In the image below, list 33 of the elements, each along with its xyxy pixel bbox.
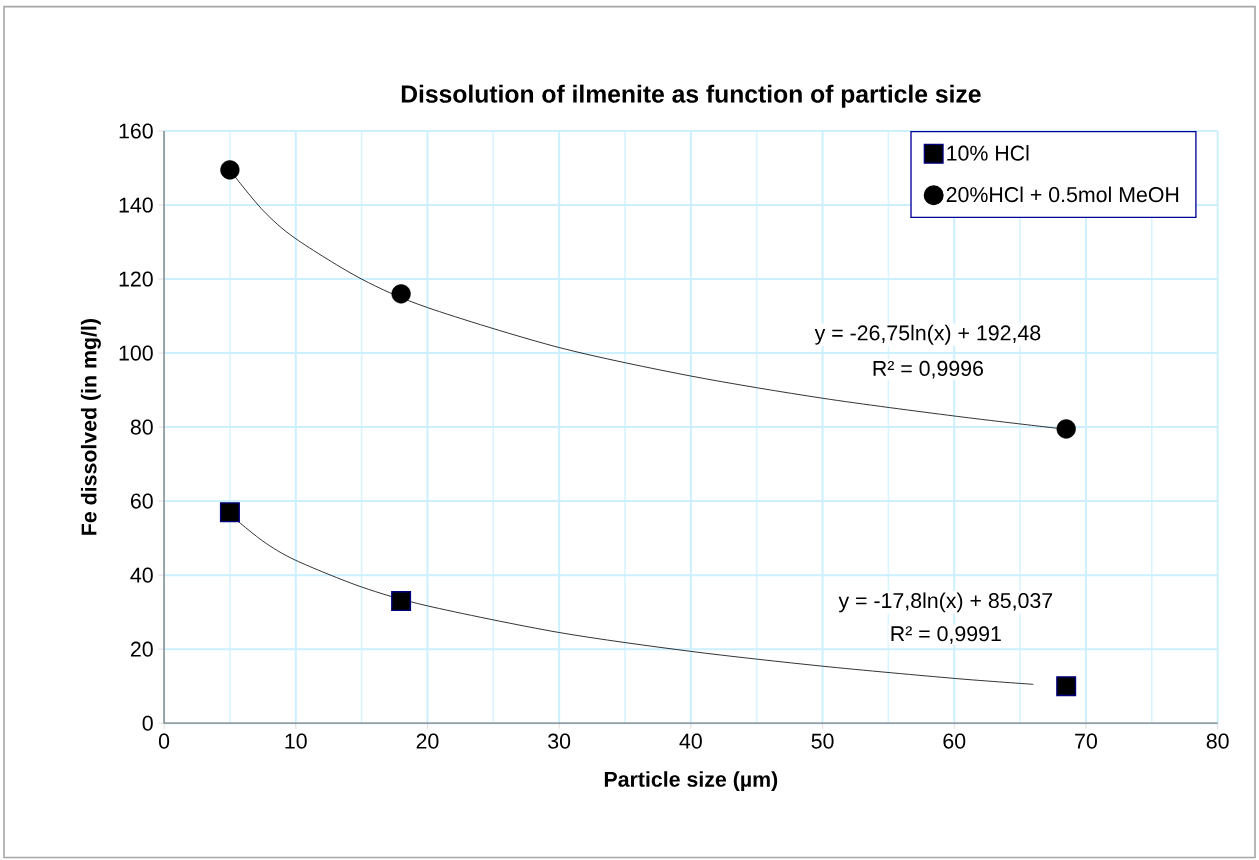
- y-tick-label: 40: [130, 567, 153, 583]
- annotation: R² = 0,9991: [891, 626, 1001, 644]
- legend-label: 20%HCl + 0.5mol MeOH: [946, 186, 1179, 203]
- point: [391, 590, 412, 611]
- x-tick-label: 40: [679, 733, 702, 749]
- point: [1056, 419, 1076, 439]
- point: [1056, 676, 1077, 697]
- y-tick-label: 140: [119, 197, 153, 213]
- y-tick-label: 20: [130, 641, 153, 657]
- annotation: y = -26,75ln(x) + 192,48: [814, 324, 1041, 345]
- x-tick-label: 70: [1075, 733, 1097, 749]
- point: [220, 160, 240, 180]
- x-tick-label: 10: [285, 733, 307, 749]
- legend-label: 10% HCl: [947, 144, 1029, 161]
- x-tick-label: 50: [811, 733, 834, 749]
- y-tick-label: 120: [119, 271, 153, 287]
- x-tick-label: 20: [416, 733, 439, 749]
- annotation: y = -17,8ln(x) + 85,037: [838, 592, 1053, 613]
- annotation: R² = 0,9996: [873, 360, 983, 379]
- x-axis-title: Particle size (µm): [604, 771, 778, 791]
- point: [391, 284, 411, 304]
- y-axis-title: Fe dissolved (in mg/l): [80, 318, 101, 535]
- x-tick-label: 30: [548, 733, 571, 749]
- y-tick-label: 80: [130, 419, 153, 435]
- x-tick-label: 80: [1206, 733, 1229, 749]
- x-tick-label: 60: [943, 733, 966, 749]
- y-tick-label: 100: [119, 345, 153, 361]
- y-tick-label: 160: [119, 123, 153, 139]
- y-tick-label: 60: [131, 493, 153, 509]
- x-tick-label: 0: [158, 733, 170, 749]
- point: [219, 502, 240, 523]
- chart-title: Dissolution of ilmenite as function of particle size: [401, 84, 981, 108]
- y-tick-label: 0: [142, 715, 153, 731]
